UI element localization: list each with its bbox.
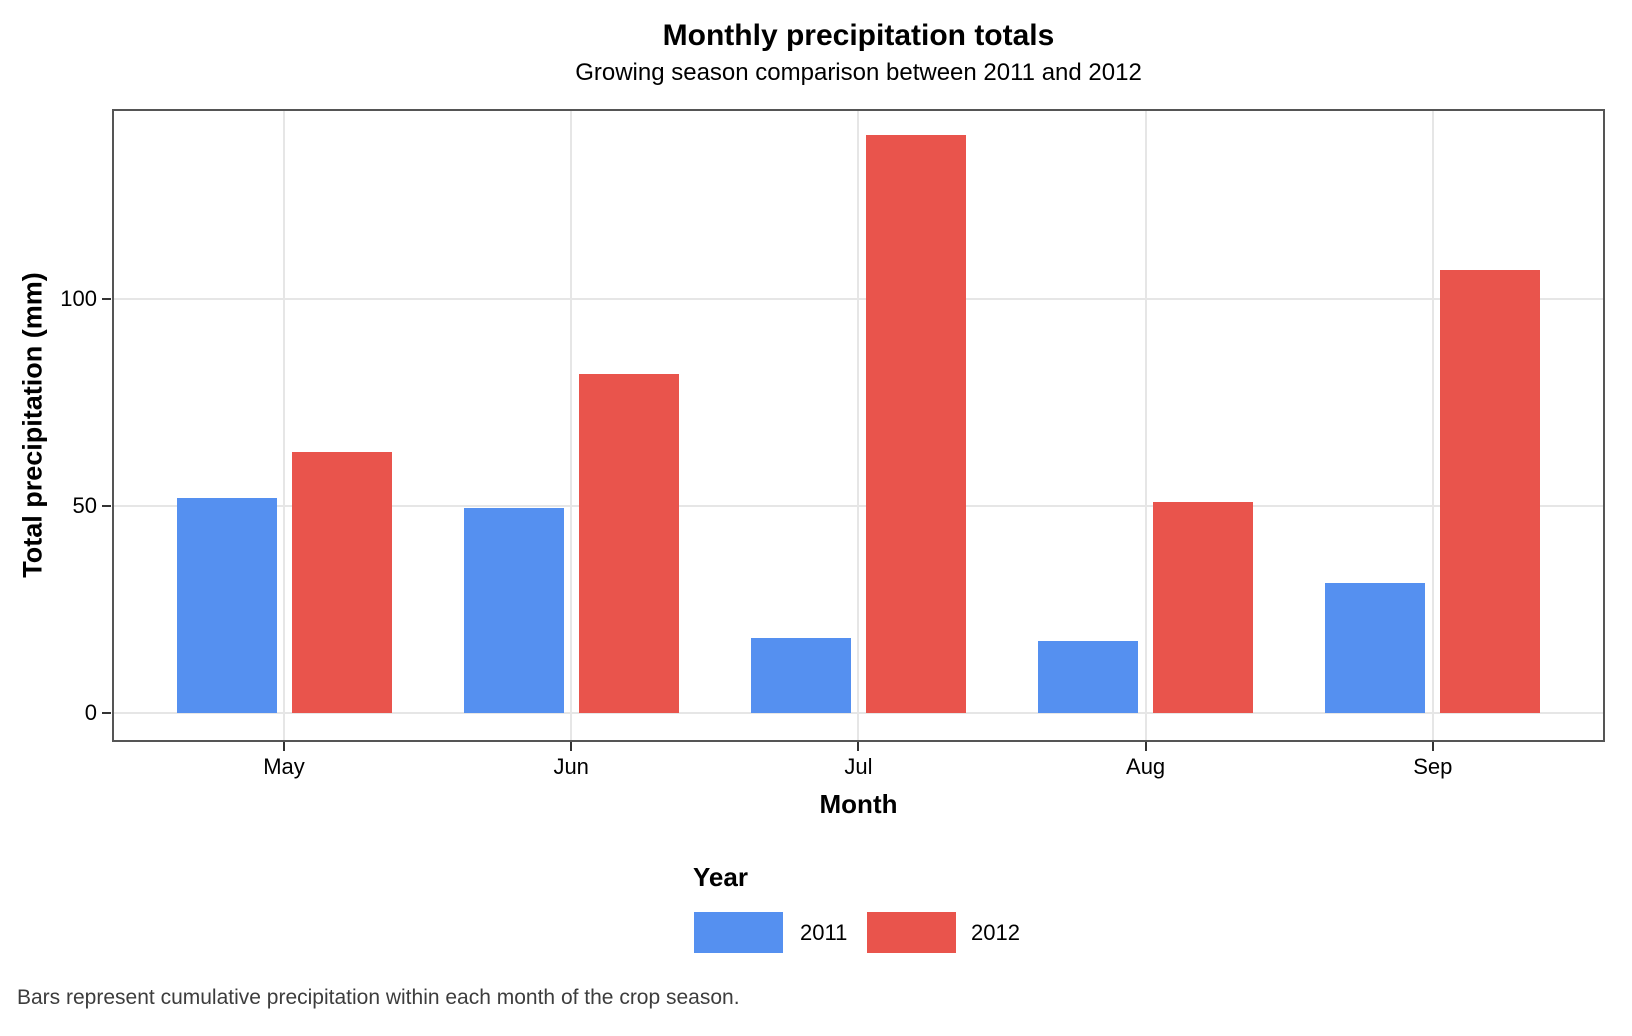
y-tick-mark-100 xyxy=(102,298,111,300)
x-tick-mark-May xyxy=(283,742,285,751)
chart-title: Monthly precipitation totals xyxy=(662,19,1055,52)
y-tick-label-50: 50 xyxy=(72,493,97,518)
bar-2012-Jul xyxy=(865,135,966,713)
bar-2011-Aug xyxy=(1038,640,1139,713)
legend-label-2012: 2012 xyxy=(971,920,1020,945)
legend-swatch-2011 xyxy=(694,912,783,953)
x-tick-mark-Jul xyxy=(857,742,860,751)
bar-2012-May xyxy=(291,452,392,713)
x-tick-label-May: May xyxy=(263,754,305,779)
chart-subtitle: Growing season comparison between 2011 a… xyxy=(575,59,1142,86)
major-gridline-x-Sep xyxy=(1431,109,1434,742)
y-tick-label-0: 0 xyxy=(84,700,97,725)
legend-label-2011: 2011 xyxy=(800,920,848,945)
x-tick-label-Jun: Jun xyxy=(553,754,589,779)
bar-2012-Jun xyxy=(578,373,679,713)
bar-2011-May xyxy=(176,497,277,713)
plot-panel xyxy=(112,109,1605,742)
y-axis-title: Total precipitation (mm) xyxy=(17,272,48,578)
bar-2011-Jun xyxy=(463,508,564,713)
x-tick-mark-Jun xyxy=(570,742,573,751)
major-gridline-x-Aug xyxy=(1144,109,1147,742)
major-gridline-x-Jul xyxy=(857,109,860,742)
x-axis-title: Month xyxy=(819,789,898,819)
y-tick-mark-0 xyxy=(102,712,111,714)
x-tick-label-Aug: Aug xyxy=(1126,754,1166,779)
major-gridline-x-Jun xyxy=(570,109,573,742)
bar-2012-Sep xyxy=(1440,270,1541,713)
x-tick-mark-Aug xyxy=(1144,742,1147,751)
legend-title: Year xyxy=(693,862,748,892)
major-gridline-x-May xyxy=(283,109,285,742)
x-tick-label-Sep: Sep xyxy=(1413,754,1453,779)
x-tick-mark-Sep xyxy=(1431,742,1434,751)
x-tick-label-Jul: Jul xyxy=(844,754,873,779)
bar-2012-Aug xyxy=(1153,501,1254,713)
chart-caption: Bars represent cumulative precipitation … xyxy=(17,986,740,1009)
bar-2011-Jul xyxy=(750,638,851,713)
bar-2011-Sep xyxy=(1325,582,1426,713)
y-tick-label-100: 100 xyxy=(60,286,97,311)
legend-swatch-2012 xyxy=(867,912,956,953)
y-tick-mark-50 xyxy=(102,505,111,507)
